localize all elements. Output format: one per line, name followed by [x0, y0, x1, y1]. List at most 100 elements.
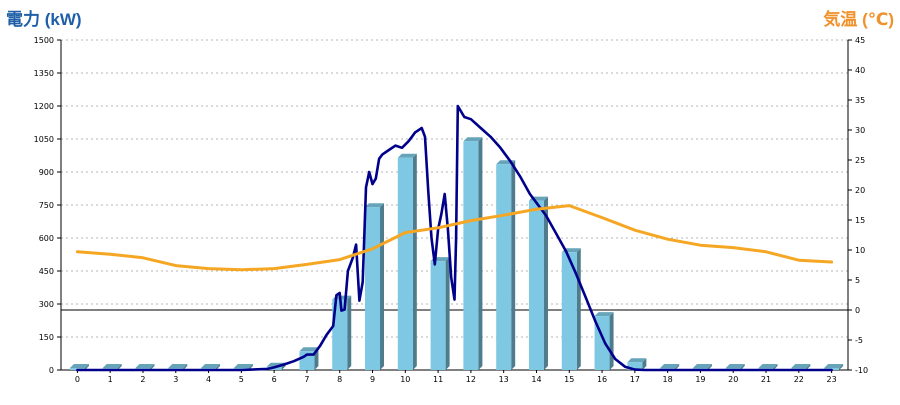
bar-side [773, 364, 778, 370]
bar-side [839, 364, 844, 370]
x-axis-tick-label: 1 [108, 375, 113, 384]
bar [430, 257, 450, 370]
x-axis-tick-label: 8 [337, 375, 342, 384]
bar-side [806, 364, 811, 370]
left-axis-title: 電力 (kW) [6, 10, 82, 29]
left-axis-tick-label: 1500 [34, 36, 54, 45]
right-axis-tick-label: 45 [855, 36, 865, 45]
x-axis-tick-label: 23 [827, 375, 837, 384]
x-axis-tick-label: 13 [499, 375, 509, 384]
bar-top [758, 364, 778, 368]
left-axis-tick-label: 150 [39, 333, 54, 342]
bar-front [430, 261, 446, 370]
bar-side [511, 160, 516, 370]
bar-top [102, 364, 122, 368]
bar-side [740, 364, 745, 370]
bar-front [561, 252, 577, 370]
x-axis-tick-label: 9 [370, 375, 375, 384]
right-axis-tick-label: -10 [855, 366, 868, 375]
bar-top [660, 364, 680, 368]
left-axis-tick-label: 900 [39, 168, 54, 177]
bar-side [412, 153, 417, 370]
left-axis-tick-label: 0 [49, 366, 54, 375]
bar-side [642, 358, 647, 370]
power-line [76, 104, 833, 372]
bar [332, 295, 352, 370]
x-axis-tick-label: 3 [173, 375, 178, 384]
bar-side [150, 364, 155, 370]
x-axis-tick-label: 16 [597, 375, 607, 384]
left-axis-tick-label: 750 [39, 201, 54, 210]
x-axis-tick-label: 14 [531, 375, 541, 384]
bar-top [594, 312, 614, 317]
left-axis-tick-label: 600 [39, 234, 54, 243]
right-axis-tick-label: 20 [855, 186, 865, 195]
x-axis-tick-label: 11 [433, 375, 443, 384]
x-axis-tick-label: 0 [75, 375, 80, 384]
bar-top [135, 364, 155, 368]
bar-side [707, 364, 712, 370]
bar [528, 196, 548, 370]
bar-front [528, 200, 544, 370]
bar-top [824, 364, 844, 368]
bar-top [725, 364, 745, 368]
bar-side [675, 364, 680, 370]
left-axis-tick-label: 1350 [34, 69, 54, 78]
x-axis-tick-label: 4 [206, 375, 211, 384]
bar-top [69, 364, 89, 368]
bar-side [117, 364, 122, 370]
x-axis-tick-label: 6 [272, 375, 277, 384]
bar-front [397, 157, 413, 370]
bar-side [216, 364, 221, 370]
x-axis-tick-label: 15 [564, 375, 574, 384]
bar-top [299, 347, 319, 352]
right-axis-tick-label: 30 [855, 126, 865, 135]
x-axis-tick-label: 10 [400, 375, 410, 384]
bar-top [201, 364, 221, 368]
x-axis-tick-label: 18 [663, 375, 673, 384]
right-axis-tick-label: 10 [855, 246, 865, 255]
x-axis-tick-label: 19 [695, 375, 705, 384]
left-axis-tick-label: 300 [39, 300, 54, 309]
x-axis-tick-label: 12 [466, 375, 476, 384]
bar-front [365, 207, 381, 370]
bar-side [380, 203, 385, 370]
right-axis-title: 気温 (℃) [823, 10, 894, 29]
right-axis-tick-label: 5 [855, 276, 860, 285]
bar-top [463, 137, 483, 142]
bar-top [233, 364, 253, 368]
bar-top [365, 203, 385, 208]
x-axis-tick-label: 7 [304, 375, 309, 384]
right-axis-tick-label: 15 [855, 216, 865, 225]
x-axis-tick-label: 2 [140, 375, 145, 384]
left-axis-tick-label: 1050 [34, 135, 54, 144]
bar [365, 203, 385, 370]
x-axis-tick-label: 22 [794, 375, 804, 384]
bar [627, 358, 647, 370]
right-axis-tick-label: 25 [855, 156, 865, 165]
bar-front [496, 164, 512, 370]
right-axis-tick-label: 0 [855, 306, 860, 315]
bar-side [183, 364, 188, 370]
bar-side [576, 248, 581, 370]
bar [561, 248, 581, 370]
temperature-line [75, 204, 834, 272]
bar [463, 137, 483, 370]
bar-top [627, 358, 647, 363]
bar-front [332, 299, 348, 370]
x-axis-tick-label: 21 [761, 375, 771, 384]
right-axis-tick-label: 40 [855, 66, 865, 75]
bar-top [397, 153, 417, 158]
bar [397, 153, 417, 370]
bar-side [347, 295, 352, 370]
bar-side [84, 364, 89, 370]
bar-front [463, 141, 479, 370]
x-axis-tick-label: 20 [728, 375, 738, 384]
bar-top [168, 364, 188, 368]
x-axis-tick-label: 17 [630, 375, 640, 384]
x-axis-tick-label: 5 [239, 375, 244, 384]
bar-top [791, 364, 811, 368]
bar [496, 160, 516, 370]
